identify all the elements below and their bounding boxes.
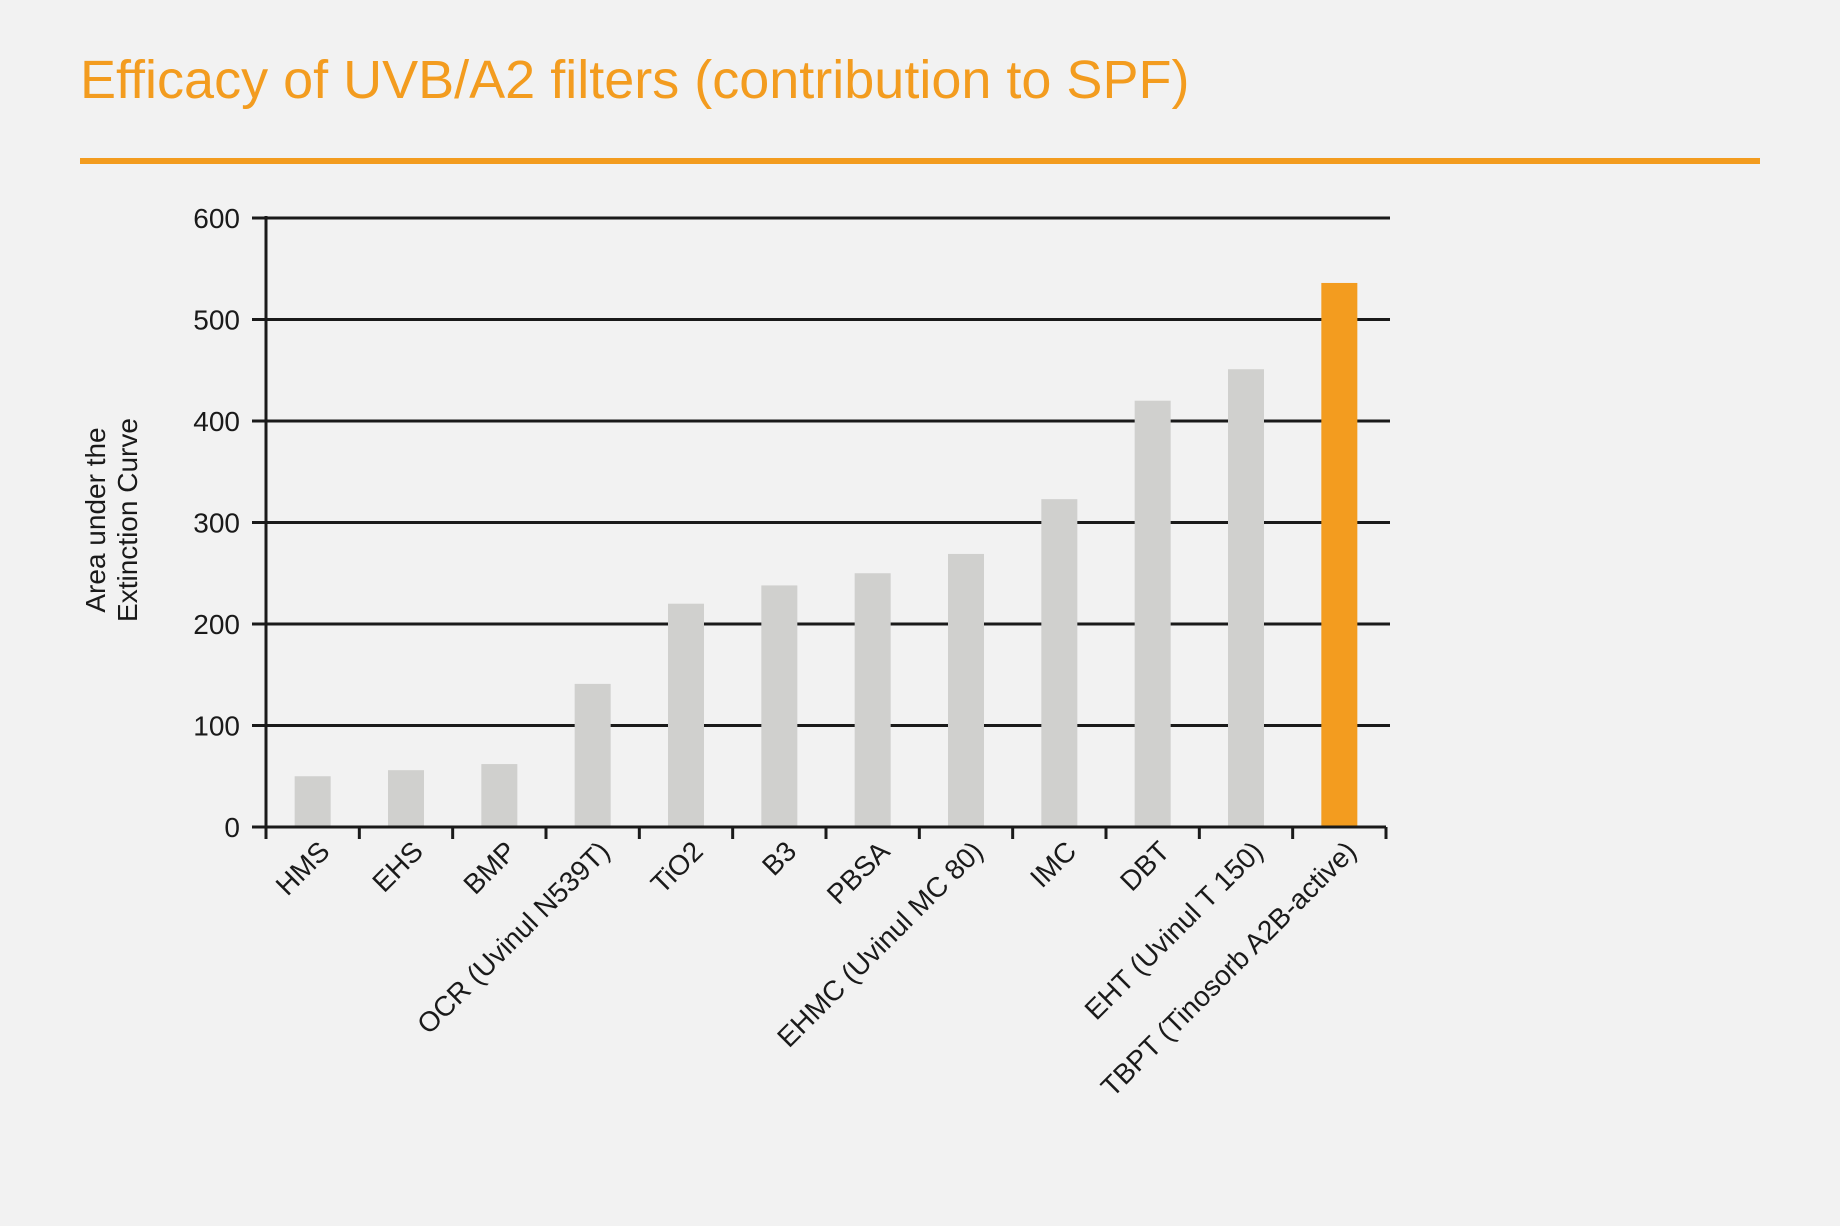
y-tick-label: 600 [193, 203, 240, 234]
bar [1321, 282, 1358, 828]
title-divider [80, 158, 1760, 164]
y-tick-label: 300 [193, 508, 240, 539]
x-tick-label: EHT (Uvinul T 150) [1079, 835, 1269, 1025]
y-axis-title: Area under theExtinction Curve [80, 418, 143, 622]
x-tick-label: HMS [270, 835, 336, 901]
y-axis-title-line: Extinction Curve [112, 418, 143, 622]
bar [1228, 369, 1264, 827]
x-tick-label: DBT [1114, 835, 1176, 897]
x-tick-label: EHS [366, 835, 429, 898]
page-title: Efficacy of UVB/A2 filters (contribution… [80, 50, 1190, 110]
y-tick-label: 100 [193, 711, 240, 742]
bar [294, 776, 331, 827]
bar [481, 764, 518, 827]
bar [761, 585, 798, 827]
x-tick-label: B3 [756, 835, 802, 881]
x-tick-label: IMC [1024, 835, 1082, 893]
bar [668, 603, 704, 827]
x-tick-label: TiO2 [645, 835, 709, 899]
bar [574, 683, 611, 827]
y-axis-title-line: Area under the [80, 427, 111, 612]
bar [948, 553, 984, 827]
bar [1041, 499, 1078, 827]
x-tick-label: PBSA [821, 835, 896, 910]
bar [854, 573, 891, 827]
y-tick-label: 200 [193, 609, 240, 640]
y-tick-label: 0 [224, 812, 240, 843]
y-tick-label: 400 [193, 406, 240, 437]
x-tick-label: BMP [457, 835, 522, 900]
y-tick-label: 500 [193, 305, 240, 336]
bar [1134, 400, 1171, 827]
bar [388, 770, 424, 827]
